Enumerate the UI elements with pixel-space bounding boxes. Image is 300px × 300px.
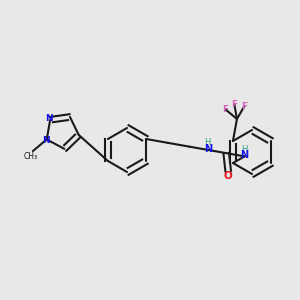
Text: F: F — [222, 105, 229, 114]
Text: H: H — [205, 138, 211, 147]
Text: N: N — [42, 136, 50, 145]
Text: O: O — [224, 171, 233, 181]
Text: H: H — [242, 145, 248, 154]
Text: N: N — [45, 114, 53, 123]
Text: F: F — [242, 101, 248, 110]
Text: F: F — [231, 100, 237, 109]
Text: N: N — [204, 144, 212, 154]
Text: N: N — [241, 150, 249, 161]
Text: CH₃: CH₃ — [24, 152, 38, 160]
